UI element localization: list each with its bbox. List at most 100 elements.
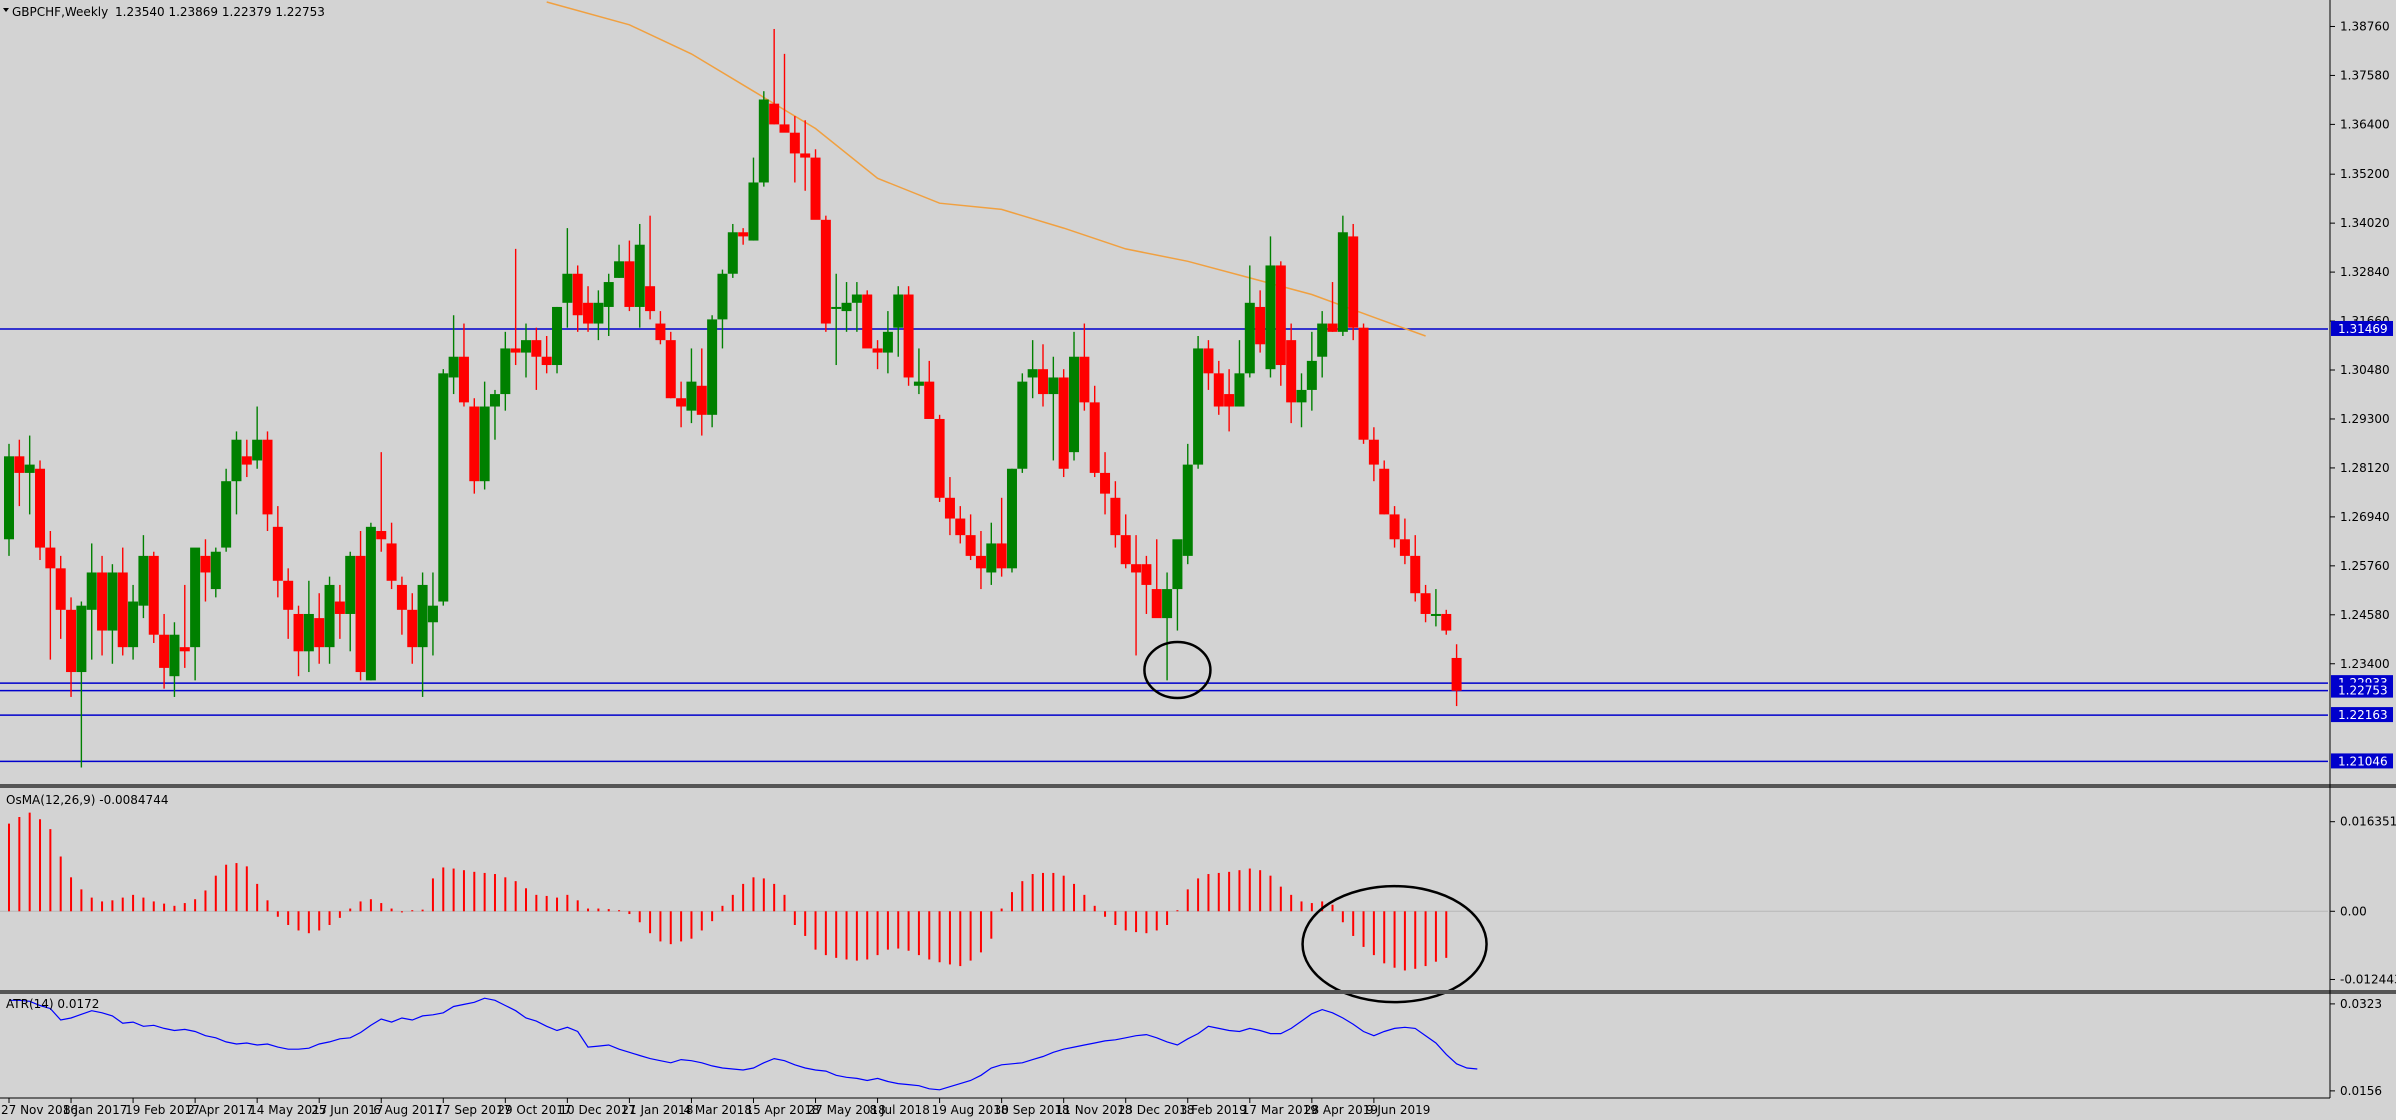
candle[interactable] <box>624 240 635 312</box>
candle[interactable] <box>872 340 883 370</box>
candle[interactable] <box>1027 340 1038 399</box>
candle[interactable] <box>562 228 573 328</box>
candle[interactable] <box>169 622 180 697</box>
candle[interactable] <box>779 53 790 133</box>
candle[interactable] <box>841 282 852 332</box>
candle[interactable] <box>448 315 459 395</box>
candle[interactable] <box>789 116 800 183</box>
candle[interactable] <box>1389 506 1400 548</box>
candle[interactable] <box>1058 369 1069 478</box>
candle[interactable] <box>541 335 552 374</box>
candle[interactable] <box>1358 323 1369 444</box>
candle[interactable] <box>717 269 728 349</box>
candle[interactable] <box>148 551 159 644</box>
candle[interactable] <box>1100 452 1111 515</box>
candle[interactable] <box>117 547 128 656</box>
candle[interactable] <box>903 286 914 386</box>
candle[interactable] <box>614 244 625 278</box>
candle[interactable] <box>107 564 118 664</box>
candle[interactable] <box>882 311 893 374</box>
candle[interactable] <box>1079 323 1090 411</box>
candle[interactable] <box>572 265 583 332</box>
candle[interactable] <box>4 443 14 556</box>
candle[interactable] <box>758 91 769 187</box>
candle[interactable] <box>1368 427 1379 482</box>
candle[interactable] <box>489 389 500 440</box>
candle[interactable] <box>272 506 283 598</box>
candle[interactable] <box>676 381 687 428</box>
candle[interactable] <box>500 331 511 411</box>
candle[interactable] <box>1234 340 1245 407</box>
candle[interactable] <box>179 584 190 668</box>
candle[interactable] <box>1193 335 1204 469</box>
candle[interactable] <box>252 406 263 469</box>
candle[interactable] <box>1286 323 1297 424</box>
candle[interactable] <box>1141 555 1152 614</box>
candle[interactable] <box>1317 311 1328 378</box>
candle[interactable] <box>1017 373 1028 473</box>
candle[interactable] <box>1244 265 1255 378</box>
candle[interactable] <box>283 568 294 639</box>
candle[interactable] <box>1410 535 1421 602</box>
candle[interactable] <box>1265 236 1276 378</box>
candle[interactable] <box>800 120 811 191</box>
candle[interactable] <box>1120 514 1131 569</box>
candle[interactable] <box>665 331 676 399</box>
candle[interactable] <box>944 477 955 536</box>
candle[interactable] <box>1275 261 1286 386</box>
candle[interactable] <box>200 539 211 602</box>
candle[interactable] <box>769 28 780 125</box>
candle[interactable] <box>1006 468 1017 573</box>
candle[interactable] <box>45 530 56 660</box>
candle[interactable] <box>1172 539 1183 631</box>
candle[interactable] <box>1151 539 1162 619</box>
candle[interactable] <box>334 584 345 639</box>
candle[interactable] <box>345 551 356 652</box>
candle[interactable] <box>210 547 221 598</box>
candle[interactable] <box>510 248 521 366</box>
candle[interactable] <box>634 223 645 328</box>
candle[interactable] <box>365 522 376 681</box>
candle[interactable] <box>1182 443 1193 565</box>
candle[interactable] <box>1296 373 1307 428</box>
candle[interactable] <box>655 311 666 345</box>
candle[interactable] <box>86 543 97 660</box>
candle[interactable] <box>738 228 749 245</box>
candle[interactable] <box>1348 223 1359 341</box>
candle[interactable] <box>24 435 35 515</box>
candle[interactable] <box>355 530 366 681</box>
candle[interactable] <box>1451 644 1462 707</box>
price-pane[interactable]: 1.38760 1.37580 1.36400 1.35200 1.34020 1.328… <box>0 1 2393 769</box>
candle[interactable] <box>707 315 718 428</box>
candle[interactable] <box>1420 584 1431 623</box>
candle[interactable] <box>965 514 976 561</box>
candle[interactable] <box>1327 282 1338 332</box>
chart-menu-triangle-icon[interactable] <box>3 8 9 12</box>
candle[interactable] <box>686 348 697 424</box>
candle[interactable] <box>314 593 325 664</box>
candle[interactable] <box>1069 331 1080 461</box>
candle[interactable] <box>831 273 842 366</box>
candle[interactable] <box>190 547 201 681</box>
candle[interactable] <box>138 535 149 619</box>
candle[interactable] <box>975 530 986 590</box>
candle[interactable] <box>583 286 594 332</box>
candle[interactable] <box>427 572 438 656</box>
candle[interactable] <box>55 555 66 639</box>
candle[interactable] <box>386 522 397 590</box>
candle[interactable] <box>469 398 480 494</box>
candle[interactable] <box>1131 535 1142 656</box>
candle[interactable] <box>996 497 1007 577</box>
candle[interactable] <box>603 273 614 336</box>
candle[interactable] <box>696 348 707 436</box>
candle[interactable] <box>1430 589 1441 627</box>
candle[interactable] <box>262 431 273 531</box>
candle[interactable] <box>438 369 449 606</box>
candle[interactable] <box>810 149 821 220</box>
candle[interactable] <box>924 360 935 419</box>
candle[interactable] <box>376 452 387 552</box>
candle[interactable] <box>986 522 997 585</box>
candle[interactable] <box>458 323 469 407</box>
candle[interactable] <box>303 580 314 673</box>
candle[interactable] <box>76 601 87 768</box>
